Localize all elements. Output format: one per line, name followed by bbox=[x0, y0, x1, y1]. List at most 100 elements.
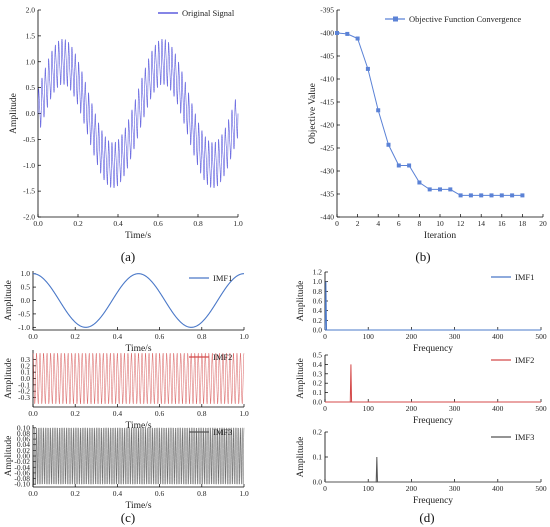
chart-b-y-tick-label: -400 bbox=[320, 29, 334, 38]
chart-c-imf2-x-tick-label: 1.0 bbox=[239, 409, 249, 418]
chart-c-imf2-legend-label: IMF2 bbox=[213, 352, 232, 362]
chart-c-imf2-y-tick-label: -0.3 bbox=[18, 393, 30, 402]
chart-b-y-tick-label: -395 bbox=[320, 6, 334, 15]
chart-d-imf3-x-tick-label: 400 bbox=[492, 484, 504, 493]
chart-b-point bbox=[427, 187, 432, 192]
chart-b-x-tick-label: 6 bbox=[397, 219, 401, 228]
chart-d-imf2-x-axis-title: Frequency bbox=[413, 416, 453, 426]
chart-c-imf3-y-tick-label: 0.04 bbox=[17, 440, 30, 449]
chart-d-imf3-legend-label: IMF3 bbox=[515, 432, 534, 442]
panel-label-b: (b) bbox=[415, 249, 430, 264]
chart-d-imf1-y-tick-label: 0.6 bbox=[313, 297, 323, 306]
chart-b-x-tick-label: 16 bbox=[498, 219, 506, 228]
chart-a-y-tick-label: 1.5 bbox=[26, 31, 36, 40]
chart-b-x-tick-label: 14 bbox=[477, 219, 485, 228]
chart-c-imf1-x-axis-title: Time/s bbox=[125, 344, 151, 354]
chart-a-y-tick-label: -1.5 bbox=[23, 187, 35, 196]
chart-c-imf2-series bbox=[32, 352, 245, 405]
chart-c-imf3-x-tick-label: 0.0 bbox=[28, 489, 38, 498]
chart-d-imf1-legend-label: IMF1 bbox=[515, 272, 534, 282]
chart-a-x-tick-label: 0.0 bbox=[33, 219, 43, 228]
chart-b-point bbox=[335, 31, 339, 35]
chart-d-imf2-x-tick-label: 400 bbox=[492, 404, 504, 413]
chart-d-imf3-y-axis-title: Amplitude bbox=[296, 437, 306, 478]
chart-a-x-tick-label: 0.2 bbox=[73, 219, 83, 228]
chart-d-imf2-y-tick-label: 0.5 bbox=[313, 351, 323, 360]
chart-b-y-tick-label: -420 bbox=[320, 121, 334, 130]
chart-c-imf1-y-axis-title: Amplitude bbox=[4, 280, 14, 321]
chart-c-imf1-y-tick-label: 1.0 bbox=[21, 269, 31, 278]
chart-c-imf1-x-tick-label: 0.2 bbox=[71, 332, 81, 341]
chart-c-imf3-y-tick-label: 0.10 bbox=[17, 423, 30, 432]
chart-d-imf2-x-tick-label: 0 bbox=[323, 404, 327, 413]
chart-d-imf2-y-tick-label: 0.0 bbox=[313, 398, 323, 407]
chart-a-x-tick-label: 0.4 bbox=[113, 219, 123, 228]
chart-c-imf2-x-tick-label: 0.0 bbox=[28, 409, 38, 418]
chart-c-imf1-y-tick-label: 0.5 bbox=[21, 283, 31, 292]
chart-d-imf2-x-tick-label: 500 bbox=[535, 404, 547, 413]
chart-b-point bbox=[438, 187, 442, 192]
chart-c-imf1-y-tick-label: -0.5 bbox=[18, 309, 30, 318]
chart-d-imf3-spectrum bbox=[325, 456, 541, 483]
chart-b-point bbox=[365, 66, 370, 71]
chart-d-imf1-y-tick-label: 0.4 bbox=[313, 306, 323, 315]
chart-c-imf2-y-axis-title: Amplitude bbox=[4, 358, 14, 399]
chart-c-imf3-x-tick-label: 0.6 bbox=[155, 489, 165, 498]
chart-a-y-tick-label: 0.5 bbox=[26, 83, 36, 92]
chart-d-imf2-x-tick-label: 300 bbox=[449, 404, 461, 413]
chart-a-series-original-signal bbox=[37, 38, 239, 189]
chart-c-imf3-x-tick-label: 0.4 bbox=[113, 489, 123, 498]
chart-b-point bbox=[355, 36, 360, 41]
chart-c-imf2-y-tick-label: 0.2 bbox=[21, 361, 31, 370]
chart-a-y-tick-label: 2.0 bbox=[26, 6, 36, 15]
chart-d-imf2-y-tick-label: 0.1 bbox=[313, 388, 323, 397]
chart-b-y-tick-label: -415 bbox=[320, 98, 334, 107]
chart-b-point bbox=[376, 108, 381, 113]
chart-c-imf3-y-tick-label: 0.06 bbox=[17, 435, 30, 444]
chart-b-x-tick-label: 18 bbox=[519, 219, 527, 228]
chart-c-imf3-x-tick-label: 1.0 bbox=[239, 489, 249, 498]
chart-b-x-axis-title: Iteration bbox=[424, 231, 456, 241]
chart-d-imf3-y-tick-label: 0.0 bbox=[313, 478, 323, 487]
chart-c-imf3-y-tick-label: -0.02 bbox=[14, 457, 30, 466]
chart-c-imf1-x-tick-label: 0.4 bbox=[113, 332, 123, 341]
chart-c-imf3-x-tick-label: 0.8 bbox=[197, 489, 207, 498]
chart-d-imf3-y-tick-label: 0.1 bbox=[313, 453, 323, 462]
chart-b-y-tick-label: -410 bbox=[320, 75, 334, 84]
chart-c-imf3-y-tick-label: -0.08 bbox=[14, 474, 30, 483]
chart-a-x-axis-title: Time/s bbox=[125, 231, 151, 241]
chart-d-imf1-y-tick-label: 0.2 bbox=[313, 316, 323, 325]
chart-d-imf2-y-tick-label: 0.3 bbox=[313, 369, 323, 378]
chart-b-point bbox=[386, 142, 391, 147]
chart-c-imf1-series bbox=[32, 273, 245, 328]
panel-b: 0 2 4 6 8 10 12 14 16 18 20 -395 -400 -405 -410 -415 -42… bbox=[308, 6, 547, 242]
chart-b-x-tick-label: 20 bbox=[539, 219, 547, 228]
chart-d-imf3-x-tick-label: 500 bbox=[535, 484, 547, 493]
chart-d-imf1-x-tick-label: 200 bbox=[406, 332, 418, 341]
chart-c-imf2-y-tick-label: 0.1 bbox=[21, 368, 31, 377]
chart-b-point bbox=[489, 193, 494, 198]
chart-d-imf2-spectrum bbox=[325, 364, 541, 403]
chart-c-imf2-y-tick-label: 0.0 bbox=[21, 374, 31, 383]
chart-c-imf3-y-tick-label: -0.10 bbox=[14, 480, 30, 489]
chart-a-y-tick-label: -1.0 bbox=[23, 161, 35, 170]
chart-c-imf2-y-tick-label: -0.1 bbox=[18, 380, 30, 389]
chart-a-x-tick-label: 0.8 bbox=[193, 219, 203, 228]
chart-d-imf1-x-tick-label: 100 bbox=[363, 332, 375, 341]
chart-b-point bbox=[345, 31, 350, 36]
chart-b-y-tick-label: -435 bbox=[320, 190, 334, 199]
chart-c-imf2-x-tick-label: 0.8 bbox=[197, 409, 207, 418]
panel-label-a: (a) bbox=[121, 249, 135, 264]
chart-d-imf1-y-tick-label: 0.0 bbox=[313, 326, 323, 335]
chart-b-point bbox=[448, 187, 453, 192]
chart-a-y-tick-label: -2.0 bbox=[23, 213, 35, 222]
chart-b-point bbox=[417, 180, 422, 185]
chart-b-point bbox=[499, 193, 504, 198]
chart-c-imf1-x-tick-label: 0.6 bbox=[155, 332, 165, 341]
chart-b-y-tick-label: -405 bbox=[320, 52, 334, 61]
chart-b-y-axis-title: Objective Value bbox=[308, 83, 318, 144]
chart-d-imf3-x-axis-title: Frequency bbox=[413, 496, 453, 506]
chart-d-imf2-y-tick-label: 0.2 bbox=[313, 379, 323, 388]
chart-b-x-tick-label: 2 bbox=[356, 219, 360, 228]
chart-b-x-tick-label: 4 bbox=[376, 219, 380, 228]
